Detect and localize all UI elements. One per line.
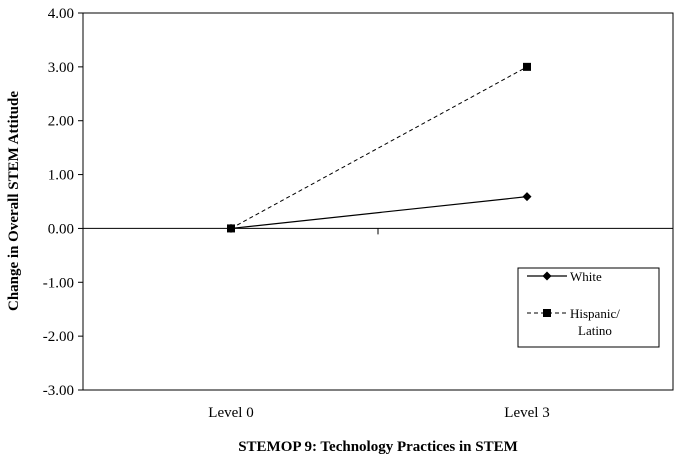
- y-tick-label: 2.00: [48, 114, 74, 130]
- legend-marker-white: [542, 271, 552, 281]
- x-tick-label: Level 0: [208, 405, 253, 421]
- series-line-1: [230, 66, 528, 229]
- y-tick-label: 1.00: [48, 168, 74, 184]
- legend-box: [517, 267, 660, 348]
- legend-marker-hispanic: [543, 309, 551, 317]
- y-tick-label: 3.00: [48, 60, 74, 76]
- y-tick-label: -3.00: [43, 383, 74, 399]
- y-tick-label: 0.00: [48, 221, 74, 237]
- series-layer: [226, 62, 532, 233]
- y-tick-label: 4.00: [48, 6, 74, 22]
- y-tick-label: -1.00: [43, 275, 74, 291]
- data-point-diamond: [522, 192, 532, 202]
- data-point-square: [523, 62, 531, 71]
- legend: White Hispanic/ Latino: [517, 267, 660, 348]
- y-tick-label: -2.00: [43, 329, 74, 345]
- series-line-0: [230, 196, 528, 230]
- legend-label-hispanic-1: Hispanic/: [570, 306, 620, 321]
- x-axis-title: STEMOP 9: Technology Practices in STEM: [238, 439, 518, 455]
- data-point-square: [227, 224, 235, 233]
- x-axis-ticks: Level 0 Level 3: [82, 228, 674, 421]
- y-axis-ticks: -3.00 -2.00 -1.00 0.00 1.00 2.00 3.00 4.00: [43, 6, 83, 399]
- legend-label-white: White: [570, 269, 602, 284]
- x-tick-label: Level 3: [504, 405, 549, 421]
- legend-label-hispanic-2: Latino: [578, 323, 612, 338]
- y-axis-title: Change in Overall STEM Attitude: [6, 91, 22, 311]
